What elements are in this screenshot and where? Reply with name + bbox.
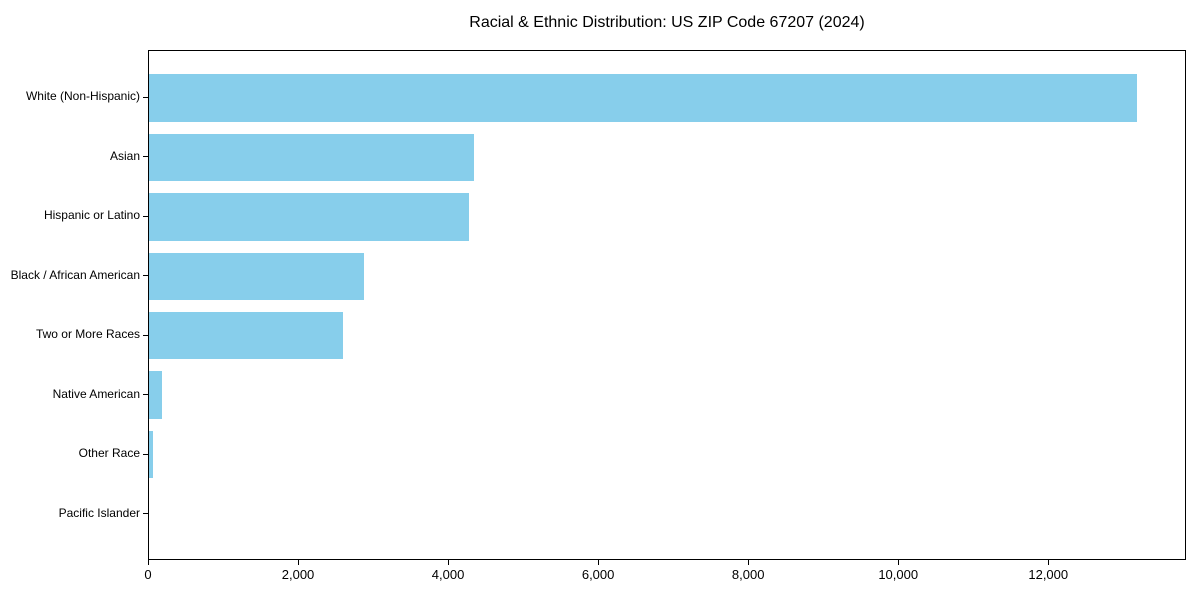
y-tick-label-white-non-hispanic: White (Non-Hispanic) — [25, 89, 140, 104]
y-tick-mark — [143, 453, 148, 455]
x-tick-mark — [448, 560, 450, 565]
x-tick-mark — [598, 560, 600, 565]
x-tick-mark — [898, 560, 900, 565]
x-tick-mark — [148, 560, 149, 565]
bar-white-non-hispanic — [149, 74, 1138, 122]
chart-title: Racial & Ethnic Distribution: US ZIP Cod… — [469, 14, 865, 31]
y-tick-mark — [143, 156, 148, 158]
x-tick-label-2000: 2,000 — [281, 567, 315, 582]
y-tick-label-pacific-islander: Pacific Islander — [58, 505, 140, 520]
y-tick-mark — [143, 394, 148, 396]
x-tick-label-0: 0 — [144, 567, 152, 582]
bar-asian — [149, 133, 474, 182]
y-tick-label-two-or-more-races: Two or More Races — [35, 327, 140, 342]
y-tick-label-native-american: Native American — [52, 386, 140, 401]
x-tick-label-8000: 8,000 — [731, 567, 765, 582]
x-tick-label-10000: 10,000 — [878, 567, 919, 582]
bar-black-african-american — [149, 252, 365, 301]
y-tick-mark — [143, 334, 148, 336]
y-tick-mark — [143, 96, 148, 98]
x-tick-mark — [748, 560, 750, 565]
y-tick-label-asian: Asian — [109, 148, 140, 163]
plot-area — [148, 50, 1186, 560]
y-tick-mark — [143, 513, 148, 515]
bar-hispanic-or-latino — [149, 193, 470, 241]
x-tick-label-4000: 4,000 — [431, 567, 465, 582]
x-tick-label-12000: 12,000 — [1028, 567, 1069, 582]
x-tick-mark — [298, 560, 300, 565]
y-tick-mark — [143, 275, 148, 277]
y-tick-label-black-african-american: Black / African American — [10, 267, 140, 282]
y-tick-label-hispanic-or-latino: Hispanic or Latino — [43, 208, 140, 223]
x-tick-label-6000: 6,000 — [581, 567, 615, 582]
y-tick-label-other-race: Other Race — [78, 446, 140, 461]
bar-other-race — [149, 430, 153, 479]
x-tick-mark — [1048, 560, 1050, 565]
bar-native-american — [149, 371, 162, 419]
bar-two-or-more-races — [149, 311, 344, 360]
y-tick-mark — [143, 215, 148, 217]
